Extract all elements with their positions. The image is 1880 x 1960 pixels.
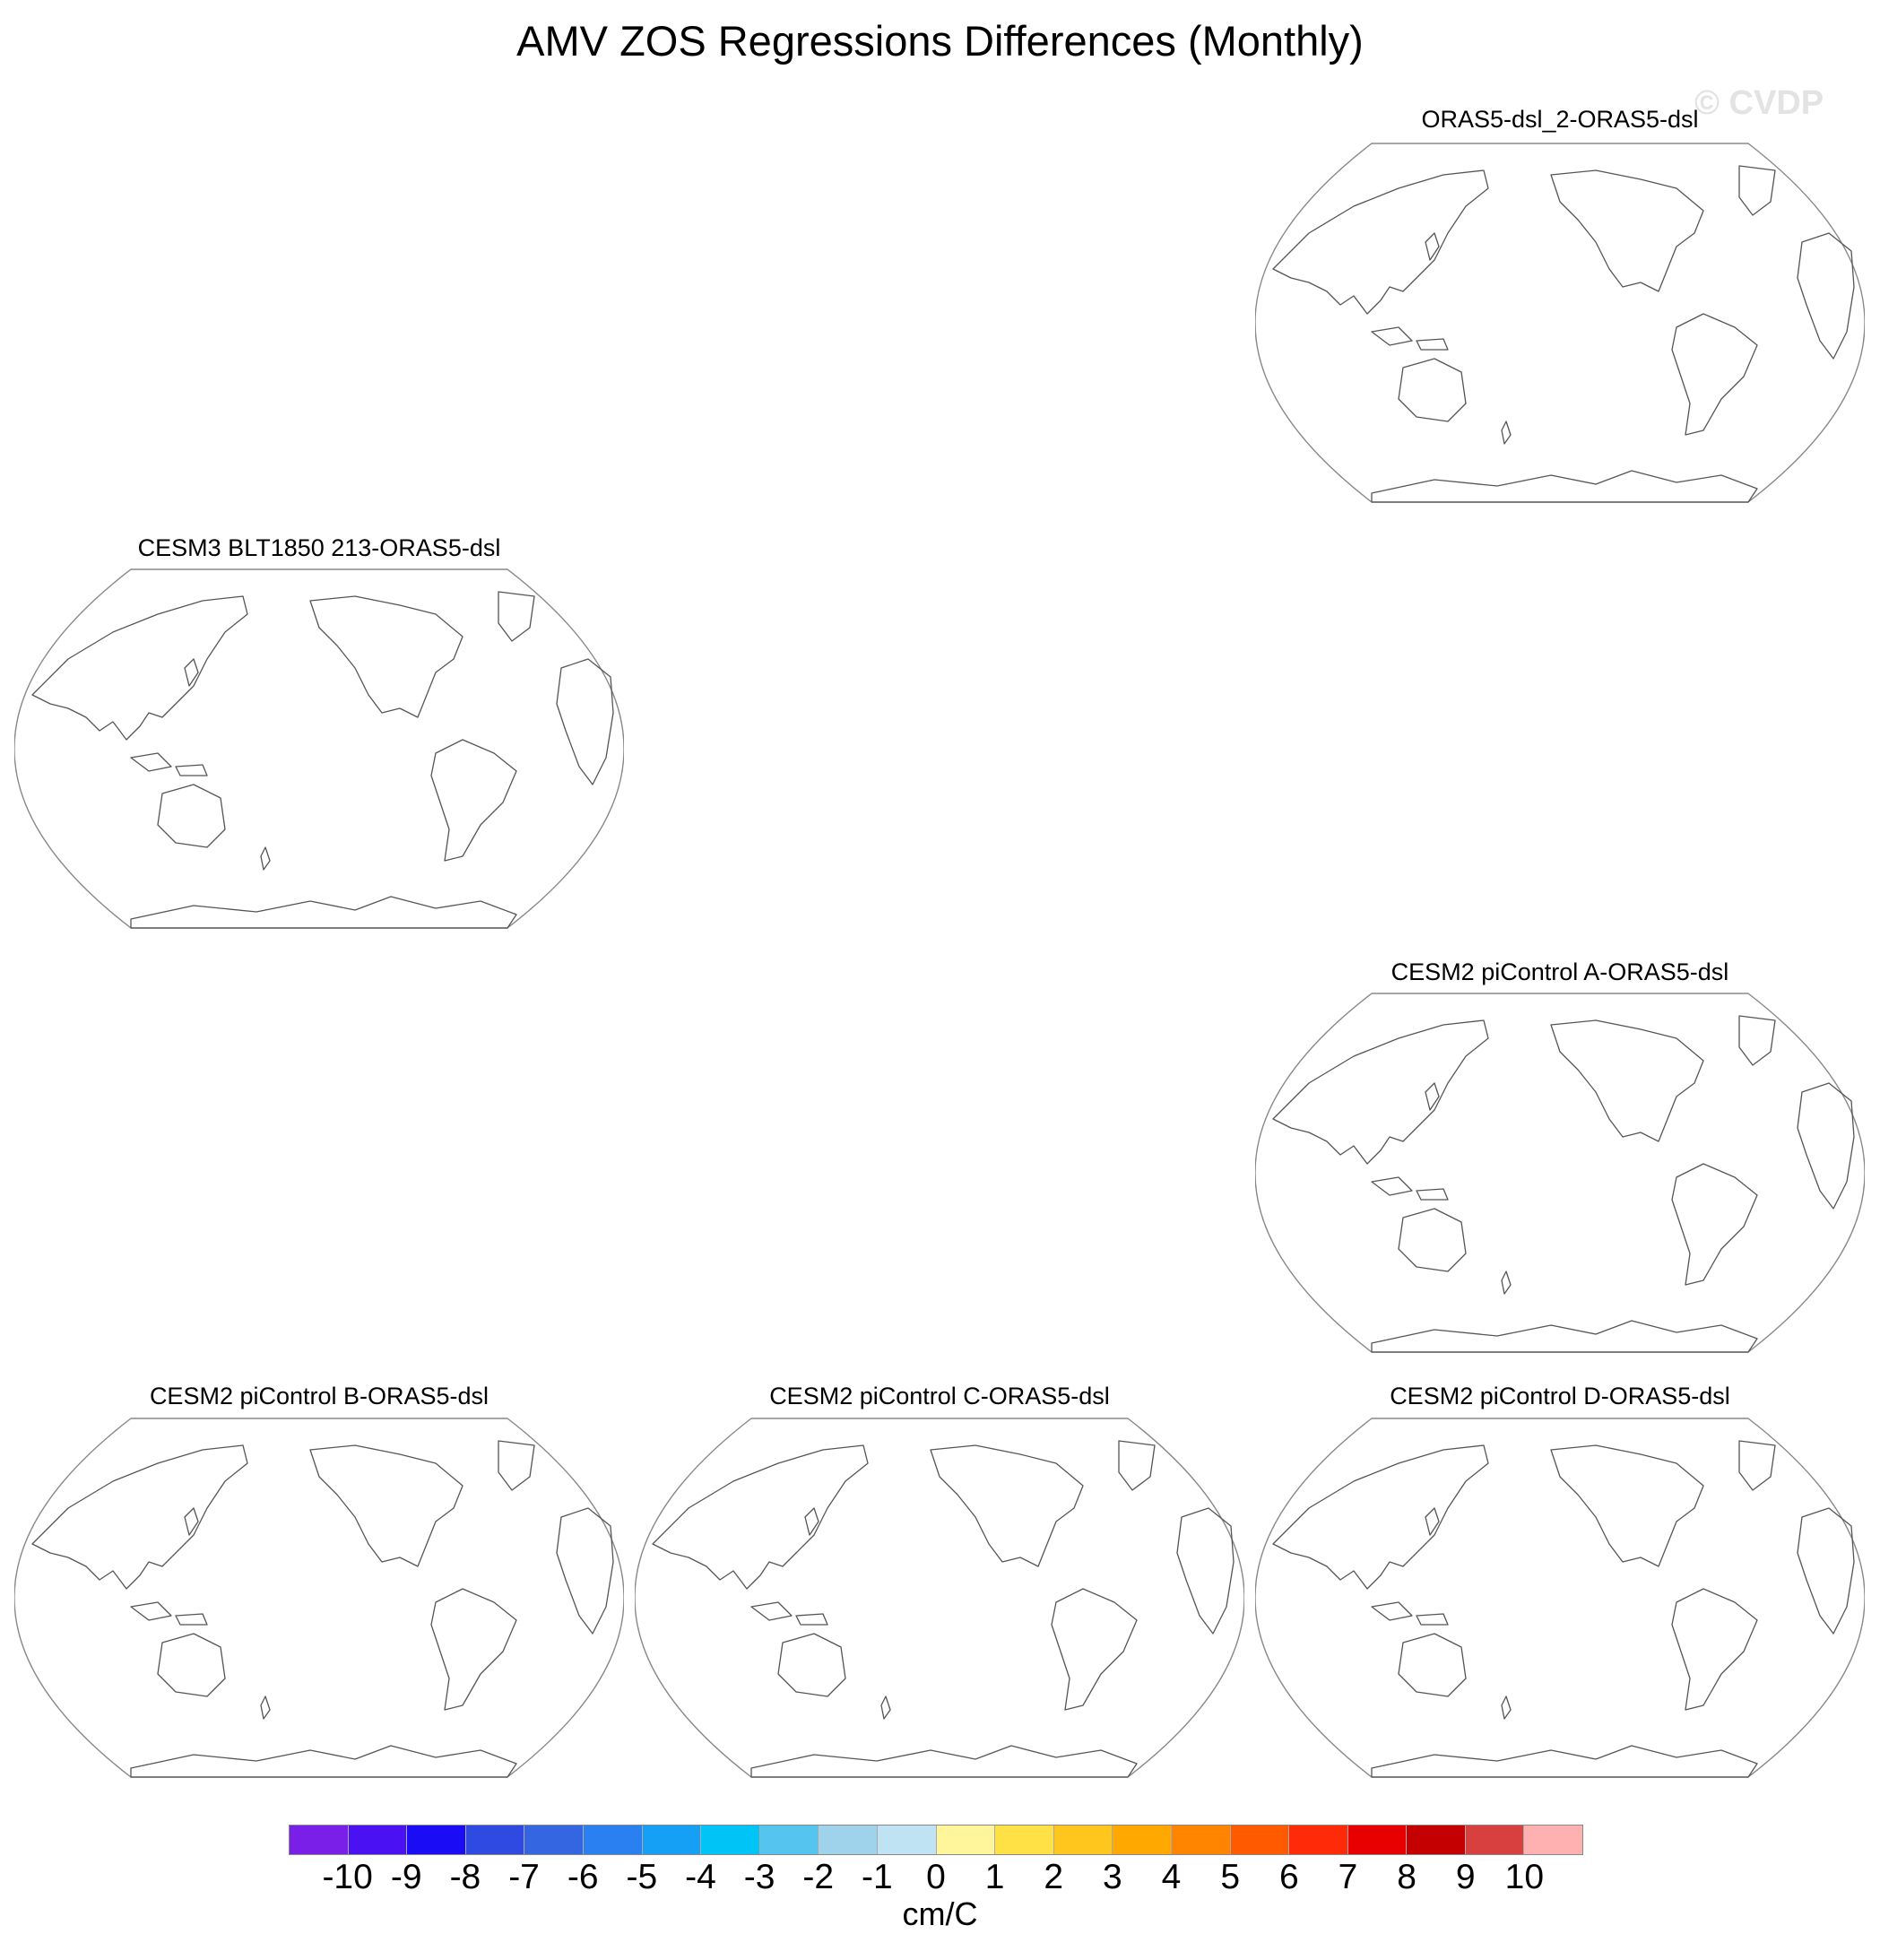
colorbar-tick-label: -4 (685, 1858, 716, 1896)
colorbar-cell (1407, 1826, 1466, 1854)
colorbar-tick-label: 2 (1044, 1858, 1064, 1896)
colorbar-cell (1053, 1826, 1113, 1854)
colorbar-tick-label: 1 (984, 1858, 1005, 1896)
colorbar-cell (1171, 1826, 1231, 1854)
colorbar-tick-label: 5 (1220, 1858, 1241, 1896)
colorbar-tick-label: 8 (1397, 1858, 1416, 1896)
colorbar-cell (1347, 1826, 1408, 1854)
colorbar-tick-label: 4 (1161, 1858, 1182, 1896)
colorbar (289, 1825, 1583, 1855)
colorbar-tick-label: -2 (802, 1858, 835, 1896)
colorbar-tick-label: 0 (926, 1858, 946, 1896)
colorbar-tick-label: 6 (1278, 1858, 1299, 1896)
colorbar-tick-label: -3 (743, 1858, 775, 1896)
world-map-2 (14, 560, 624, 937)
colorbar-tick-label: 9 (1455, 1858, 1476, 1896)
colorbar-cell (877, 1826, 937, 1854)
world-map-6 (1255, 1409, 1865, 1786)
panel-title-5: CESM2 piControl C-ORAS5-dsl (769, 1383, 1110, 1409)
colorbar-cell (1289, 1826, 1348, 1854)
colorbar-cell (1113, 1826, 1172, 1854)
colorbar-tick-label: -7 (508, 1858, 540, 1896)
colorbar-cell (348, 1826, 408, 1854)
world-map-4 (14, 1409, 624, 1786)
colorbar-cell (583, 1826, 643, 1854)
colorbar-cell (995, 1826, 1054, 1854)
colorbar-cell (819, 1826, 878, 1854)
colorbar-unit: cm/C (902, 1895, 978, 1932)
colorbar-cell (407, 1826, 466, 1854)
world-map-1 (1255, 134, 1865, 511)
figure-title: AMV ZOS Regressions Differences (Monthly… (516, 17, 1364, 65)
panel-title-3: CESM2 piControl A-ORAS5-dsl (1391, 958, 1729, 985)
panel-title-2: CESM3 BLT1850 213-ORAS5-dsl (137, 534, 501, 561)
colorbar-tick-label: 7 (1338, 1858, 1358, 1896)
colorbar-cell (642, 1826, 702, 1854)
panel-title-1: ORAS5-dsl_2-ORAS5-dsl (1421, 106, 1699, 133)
colorbar-tick-label: -8 (449, 1858, 481, 1896)
colorbar-cell (290, 1826, 349, 1854)
colorbar-cell (1524, 1826, 1583, 1854)
colorbar-tick-label: 10 (1504, 1858, 1545, 1896)
colorbar-cell (701, 1826, 760, 1854)
colorbar-tick-label: 3 (1103, 1858, 1122, 1896)
colorbar-tick-label: -5 (626, 1858, 658, 1896)
colorbar-cell (759, 1826, 819, 1854)
watermark: © CVDP (1694, 84, 1824, 122)
colorbar-cell (465, 1826, 525, 1854)
colorbar-tick-label: -1 (862, 1858, 893, 1896)
panel-title-4: CESM2 piControl B-ORAS5-dsl (149, 1383, 489, 1409)
colorbar-tick-label: -9 (390, 1858, 422, 1896)
world-map-5 (635, 1409, 1244, 1786)
colorbar-cell (1230, 1826, 1290, 1854)
colorbar-tick-label: -6 (567, 1858, 599, 1896)
colorbar-cell (1465, 1826, 1525, 1854)
colorbar-tick-label: -10 (322, 1858, 373, 1896)
colorbar-cell (524, 1826, 584, 1854)
colorbar-cell (936, 1826, 996, 1854)
panel-title-6: CESM2 piControl D-ORAS5-dsl (1390, 1383, 1730, 1409)
world-map-3 (1255, 984, 1865, 1361)
